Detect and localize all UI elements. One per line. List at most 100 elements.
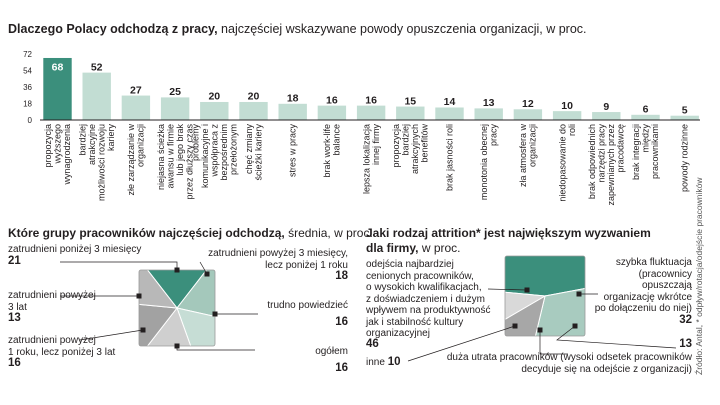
label-cenieni-line4: z doświadczeniem i dużym — [366, 293, 485, 305]
value-inne: 10 — [387, 356, 401, 368]
leader-marker — [136, 293, 142, 299]
bar — [121, 94, 151, 121]
pie-slice — [525, 280, 585, 336]
leader-line — [60, 261, 178, 270]
label-cenieni-line1: odejścia najbardziej — [366, 259, 454, 270]
leader-marker — [537, 327, 543, 333]
bar-value-label: 20 — [248, 91, 260, 103]
label-szybka-line3: opuszczają — [641, 280, 692, 291]
category-label: zła atmosfera worganizacji — [518, 124, 538, 188]
label-cenieni: odejścia najbardziej cenionych pracownik… — [366, 259, 491, 340]
value-cenieni: 46 — [366, 338, 379, 350]
bar-value-label: 25 — [169, 86, 181, 98]
leader-marker — [524, 287, 530, 293]
category-label: lepsza lokalizacjainnej firmy — [361, 124, 381, 195]
leader-line — [556, 325, 677, 349]
category-label: niedopasowanie doroli — [557, 124, 577, 202]
value-duza: 13 — [679, 338, 692, 350]
category-label: propozycjabardziejatrakcyjnychbenefitów — [391, 124, 430, 175]
leader-marker — [576, 291, 582, 297]
category-label: powody rodzinne — [680, 124, 690, 192]
bar-value-label: 18 — [287, 93, 299, 105]
bar-value-label: 68 — [52, 62, 64, 74]
label-szybka-line4: organizację wkrótce — [603, 291, 692, 303]
y-tick-label: 18 — [23, 100, 32, 109]
label-total-line1: ogółem — [315, 346, 348, 357]
pie-slice — [139, 270, 179, 309]
bar-value-label: 14 — [444, 96, 456, 108]
label-total: ogółem 16 — [248, 346, 348, 374]
value-below-3m: 21 — [8, 254, 21, 267]
label-szybka-line1: szybka fluktuacja — [615, 257, 692, 268]
pie-slice — [176, 307, 215, 346]
category-label: stres w pracy — [288, 124, 298, 178]
bar — [81, 72, 112, 121]
value-above-3y: 13 — [8, 312, 21, 324]
category-label: złe zarządzanie worganizacji — [126, 124, 146, 196]
value-szybka: 32 — [679, 313, 692, 326]
leader-line — [539, 330, 568, 355]
bar-value-label: 10 — [561, 100, 573, 112]
leader-marker — [512, 323, 518, 329]
label-szybka: szybka fluktuacja (pracownicy opuszczają… — [586, 257, 692, 326]
leader-marker — [140, 327, 146, 333]
bar-value-label: 6 — [643, 104, 649, 116]
category-label: niejasna ścieżkaawansu w firmielub jego … — [156, 124, 195, 200]
y-tick-label: 0 — [28, 116, 33, 125]
chart-title: Dlaczego Polacy odchodzą z pracy, najczę… — [8, 22, 587, 36]
pie-slice — [505, 256, 585, 297]
label-hard-to-say: trudno powiedzieć 16 — [248, 300, 348, 328]
label-above-1y: zatrudnieni powyżej 1 roku, lecz poniżej… — [8, 335, 115, 370]
label-duza: duża utrata pracowników (wysoki odsetek … — [400, 352, 692, 375]
pie-attrition-title-line1: Jaki rodzaj attrition* jest największym … — [366, 226, 651, 240]
leader-marker — [174, 343, 180, 349]
bar-value-label: 16 — [365, 94, 377, 106]
pie-attrition-title: Jaki rodzaj attrition* jest największym … — [366, 226, 651, 256]
leader-line — [487, 288, 528, 291]
label-below-3m-line1: zatrudnieni poniżej 3 miesięcy — [8, 244, 142, 255]
bar-value-label: 16 — [326, 94, 338, 106]
bar-value-label: 13 — [483, 97, 495, 109]
label-cenieni-line7: organizacyjnej — [366, 328, 430, 339]
pie-groups-title: Które grupy pracowników najczęściej odch… — [8, 226, 373, 240]
label-cenieni-line2: cenionych pracowników, — [366, 270, 474, 282]
bar-value-label: 52 — [91, 61, 103, 73]
pie-slice — [139, 299, 178, 346]
label-duza-line2: decyduje się na odejście z organizacji) — [521, 363, 692, 375]
label-above-1y-line1: zatrudnieni powyżej — [8, 335, 96, 346]
pie-groups-slices — [139, 270, 215, 346]
bar-value-label: 12 — [522, 98, 534, 110]
category-label: bardziejatrakcyjnemożliwości rozwojukari… — [77, 124, 116, 202]
bar-value-label: 15 — [404, 95, 416, 107]
label-cenieni-line6: jak i stabilność kultury — [366, 316, 464, 328]
category-label: brak odpowiednichnarzędzi pracyzapewnian… — [587, 124, 626, 206]
value-total: 16 — [335, 361, 348, 374]
pie-groups-subtitle: średnia, w proc. — [288, 226, 373, 240]
label-szybka-line5: po dołączeniu do niej) — [594, 303, 692, 314]
label-above-1y-line2: 1 roku, lecz poniżej 3 lat — [8, 346, 116, 358]
category-label: monotonia obecnejpracy — [479, 124, 499, 201]
y-tick-label: 72 — [23, 50, 32, 59]
category-label: problemykomunikacyjne iwspółpraca zbezpo… — [190, 124, 238, 189]
label-duza-line1: duża utrata pracowników (wysoki odsetek … — [446, 352, 692, 363]
label-above-3y-line1: zatrudnieni powyżej — [8, 290, 96, 301]
y-tick-label: 54 — [23, 67, 32, 76]
pie2-frame — [504, 255, 586, 337]
leader-marker — [572, 323, 578, 329]
label-cenieni-line5: wpływem na produktywność — [366, 305, 491, 316]
pie-slice — [176, 270, 215, 327]
bar-value-label: 20 — [208, 91, 220, 103]
leader-line — [407, 325, 516, 362]
value-above-3m: 18 — [335, 270, 348, 282]
category-label: chęć zmianyścieżki kariery — [244, 124, 264, 181]
bar-value-label: 27 — [130, 84, 142, 96]
label-above-3m: zatrudnieni powyżej 3 miesięcy, lecz pon… — [204, 248, 348, 283]
category-label: propozycjawyższegowynagrodzenia — [43, 124, 72, 186]
label-hard-line1: trudno powiedzieć — [267, 300, 348, 311]
label-szybka-line2: (pracownicy — [638, 268, 692, 280]
value-above-1y: 16 — [8, 357, 21, 369]
leader-line — [79, 329, 144, 341]
pie-groups-title-bold: Które grupy pracowników najczęściej odch… — [8, 226, 285, 240]
label-inne: inne 10 — [366, 356, 401, 369]
